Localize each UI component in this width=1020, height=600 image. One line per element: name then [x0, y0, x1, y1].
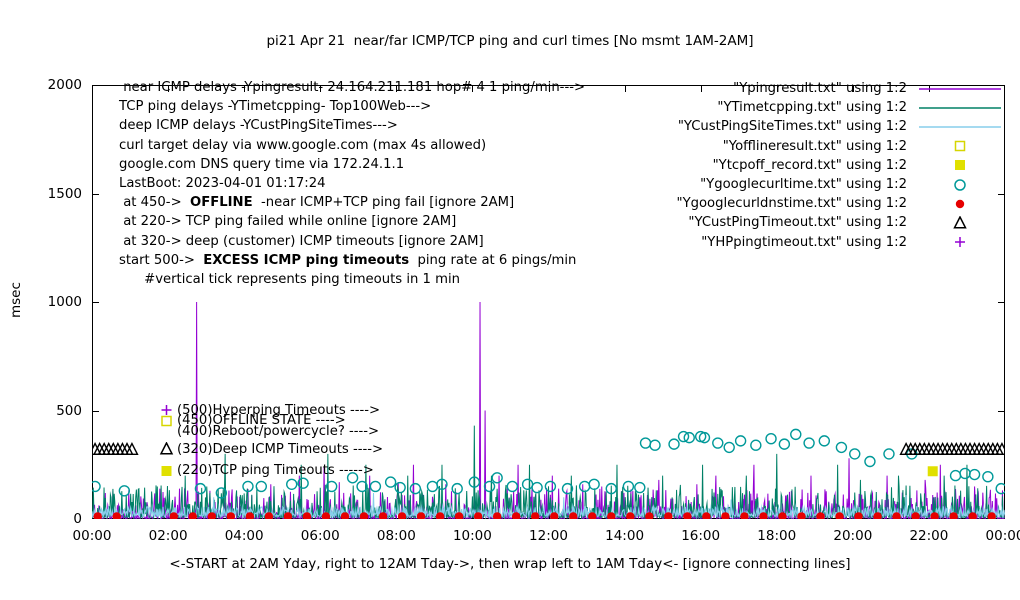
level-marker: [158, 442, 175, 456]
level-label: (320)Deep ICMP Timeouts ---->: [177, 441, 384, 457]
level-label: (500)Hyperping Timeouts ---->: [177, 402, 381, 418]
plus-icon: [955, 237, 965, 248]
legend-sample: [917, 215, 1003, 230]
legend-row: "Yofflineresult.txt" using 1:2: [723, 137, 1003, 156]
annotation-line: at 220-> TCP ping failed while online [i…: [119, 214, 457, 230]
circle-filled-icon: [955, 199, 965, 208]
x-tick-label: 06:00: [300, 528, 340, 544]
line-icon: [919, 106, 1001, 109]
legend-sample: [917, 235, 1003, 249]
legend-label: "YCustPingTimeout.txt" using 1:2: [688, 215, 907, 231]
level-marker: [158, 464, 175, 478]
legend-label: "YCustPingSiteTimes.txt" using 1:2: [677, 119, 907, 135]
x-tick-label: 10:00: [452, 528, 492, 544]
annotation-line: LastBoot: 2023-04-01 01:17:24: [119, 176, 326, 192]
legend-label: "Ygooglecurltime.txt" using 1:2: [700, 177, 907, 192]
legend-sample: [917, 139, 1003, 153]
x-tick-label: 20:00: [833, 528, 873, 544]
x-tick-label: 18:00: [757, 528, 797, 544]
square-filled-icon: [955, 160, 965, 171]
x-tick-label: 04:00: [224, 528, 264, 544]
legend-label: "YTimetcpping.txt" using 1:2: [717, 100, 907, 116]
legend-label: "Ygooglecurldnstime.txt" using 1:2: [676, 196, 908, 212]
legend-label: "YHPpingtimeout.txt" using 1:2: [701, 234, 907, 250]
annotation-line: at 320-> deep (customer) ICMP timeouts […: [119, 233, 484, 249]
legend-row: "Ytcpoff_record.txt" using 1:2: [713, 156, 1003, 175]
x-tick-label: 22:00: [909, 528, 949, 544]
level-annotation: (400)Reboot/powercycle? ---->: [158, 423, 379, 440]
x-tick-label: 08:00: [376, 528, 416, 544]
legend-label: "Ytcpoff_record.txt" using 1:2: [712, 157, 907, 173]
level-annotation: (320)Deep ICMP Timeouts ---->: [158, 441, 383, 458]
plus-icon: [161, 405, 172, 415]
level-annotation: (450)OFFLINE STATE ---->: [158, 412, 346, 429]
circle-open-icon: [954, 178, 966, 191]
level-annotation: (220)TCP ping Timeouts ----->: [158, 462, 374, 479]
annotation-line: TCP ping delays -YTimetcpping- Top100Web…: [119, 99, 432, 115]
legend-sample: [917, 158, 1003, 172]
info-annotations: near ICMP delays -Ypingresult- 24.164.21…: [119, 78, 585, 289]
legend-sample: [917, 178, 1003, 192]
legend-row: "Ygooglecurltime.txt" using 1:2: [700, 175, 1003, 194]
level-annotation: (500)Hyperping Timeouts ---->: [158, 402, 380, 419]
x-axis-label: <-START at 2AM Yday, right to 12AM Tday-…: [169, 556, 851, 572]
x-tick-label: 02:00: [148, 528, 188, 544]
level-marker: [158, 425, 175, 439]
legend-row: "Ypingresult.txt" using 1:2: [733, 79, 1003, 98]
triangle-open-icon: [953, 215, 967, 229]
level-marker: [158, 403, 175, 417]
x-tick-label: 00:00: [985, 528, 1020, 544]
legend-row: "YCustPingTimeout.txt" using 1:2: [688, 213, 1003, 232]
level-label: (220)TCP ping Timeouts ----->: [177, 463, 374, 479]
annotation-line: #vertical tick represents ping timeouts …: [119, 272, 460, 288]
triangle-open-icon: [159, 442, 174, 455]
annotation-line: deep ICMP delays -YCustPingSiteTimes--->: [119, 118, 398, 134]
legend-row: "Ygooglecurldnstime.txt" using 1:2: [677, 194, 1004, 213]
x-tick-label: 00:00: [72, 528, 112, 544]
y-tick-label: 1500: [47, 185, 82, 202]
level-marker: [158, 414, 175, 428]
legend-sample: [917, 82, 1003, 96]
legend-row: "YHPpingtimeout.txt" using 1:2: [701, 233, 1003, 252]
y-tick-label: 0: [73, 511, 82, 527]
legend-label: "Yofflineresult.txt" using 1:2: [722, 138, 907, 154]
annotation-line: curl target delay via www.google.com (ma…: [119, 137, 487, 153]
x-tick-label: 14:00: [605, 528, 645, 544]
y-tick-label: 1000: [47, 294, 82, 310]
line-icon: [919, 87, 1001, 90]
annotation-line: google.com DNS query time via 172.24.1.1: [119, 156, 405, 172]
square-filled-icon: [161, 465, 172, 476]
annotation-line: at 450-> OFFLINE -near ICMP+TCP ping fai…: [119, 195, 515, 211]
legend-sample: [917, 120, 1003, 134]
x-tick-label: 16:00: [681, 528, 721, 544]
legend-label: "Ypingresult.txt" using 1:2: [733, 81, 907, 96]
y-tick-label: 2000: [47, 77, 82, 93]
level-label: (450)OFFLINE STATE ---->: [177, 413, 346, 429]
legend-row: "YTimetcpping.txt" using 1:2: [717, 98, 1003, 117]
y-tick-label: 500: [56, 402, 82, 419]
chart-title: pi21 Apr 21 near/far ICMP/TCP ping and c…: [266, 33, 754, 49]
level-label: (400)Reboot/powercycle? ---->: [177, 424, 380, 440]
annotation-line: start 500-> EXCESS ICMP ping timeouts pi…: [119, 252, 577, 268]
legend-sample: [917, 101, 1003, 115]
x-tick-label: 12:00: [529, 528, 568, 544]
legend-row: "YCustPingSiteTimes.txt" using 1:2: [678, 117, 1003, 136]
square-open-icon: [954, 140, 966, 152]
square-open-icon: [161, 415, 172, 427]
annotation-line: near ICMP delays -Ypingresult- 24.164.21…: [119, 80, 586, 95]
line-icon: [919, 126, 1001, 128]
legend-sample: [917, 197, 1003, 211]
plot-canvas: [92, 85, 1005, 519]
